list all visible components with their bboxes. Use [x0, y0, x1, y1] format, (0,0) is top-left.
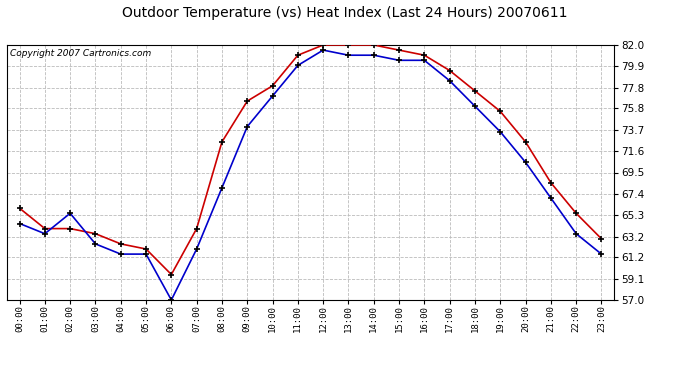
Text: Copyright 2007 Cartronics.com: Copyright 2007 Cartronics.com	[10, 49, 151, 58]
Text: Outdoor Temperature (vs) Heat Index (Last 24 Hours) 20070611: Outdoor Temperature (vs) Heat Index (Las…	[122, 6, 568, 20]
